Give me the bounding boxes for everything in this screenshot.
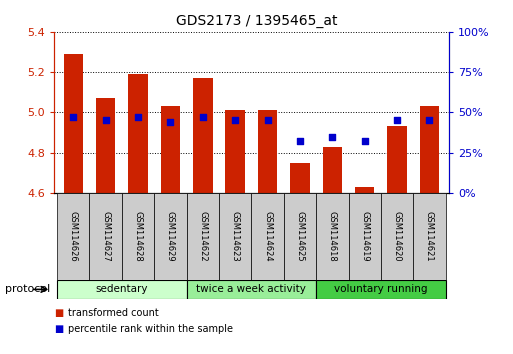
Bar	[219, 193, 251, 280]
Text: GSM114621: GSM114621	[425, 211, 434, 262]
Text: GSM114624: GSM114624	[263, 211, 272, 262]
Bar	[187, 193, 219, 280]
Point	[166, 119, 174, 125]
Text: GSM114618: GSM114618	[328, 211, 337, 262]
Text: voluntary running: voluntary running	[334, 284, 428, 295]
Bar	[323, 147, 342, 193]
Bar	[348, 193, 381, 280]
Bar	[387, 126, 407, 193]
Bar	[290, 163, 310, 193]
Bar	[154, 193, 187, 280]
Bar	[316, 193, 348, 280]
Text: GSM114619: GSM114619	[360, 211, 369, 262]
Text: ■: ■	[54, 324, 63, 334]
Bar	[193, 78, 212, 193]
Text: GSM114625: GSM114625	[295, 211, 304, 262]
Text: GSM114629: GSM114629	[166, 211, 175, 262]
Bar	[161, 106, 180, 193]
Text: GSM114626: GSM114626	[69, 211, 78, 262]
Point	[199, 114, 207, 120]
Point	[264, 118, 272, 123]
Point	[102, 118, 110, 123]
Text: twice a week activity: twice a week activity	[196, 284, 306, 295]
Point	[393, 118, 401, 123]
Text: GSM114623: GSM114623	[231, 211, 240, 262]
Point	[425, 118, 433, 123]
Bar	[64, 54, 83, 193]
Bar	[96, 98, 115, 193]
Bar	[187, 280, 316, 299]
Text: percentile rank within the sample: percentile rank within the sample	[68, 324, 233, 334]
Point	[296, 138, 304, 144]
Bar	[128, 74, 148, 193]
Bar	[381, 193, 413, 280]
Bar	[57, 280, 187, 299]
Bar	[420, 106, 439, 193]
Point	[69, 114, 77, 120]
Text: protocol: protocol	[5, 284, 50, 295]
Bar	[284, 193, 316, 280]
Bar	[122, 193, 154, 280]
Bar	[251, 193, 284, 280]
Text: ■: ■	[54, 308, 63, 318]
Text: GDS2173 / 1395465_at: GDS2173 / 1395465_at	[176, 14, 337, 28]
Bar	[316, 280, 446, 299]
Text: GSM114622: GSM114622	[199, 211, 207, 262]
Bar	[258, 110, 277, 193]
Point	[328, 134, 337, 139]
Point	[134, 114, 142, 120]
Text: transformed count: transformed count	[68, 308, 159, 318]
Text: GSM114627: GSM114627	[101, 211, 110, 262]
Bar	[89, 193, 122, 280]
Point	[361, 138, 369, 144]
Text: GSM114628: GSM114628	[133, 211, 143, 262]
Bar	[413, 193, 446, 280]
Bar	[57, 193, 89, 280]
Bar	[355, 187, 374, 193]
Text: GSM114620: GSM114620	[392, 211, 402, 262]
Text: sedentary: sedentary	[95, 284, 148, 295]
Point	[231, 118, 239, 123]
Bar	[226, 110, 245, 193]
